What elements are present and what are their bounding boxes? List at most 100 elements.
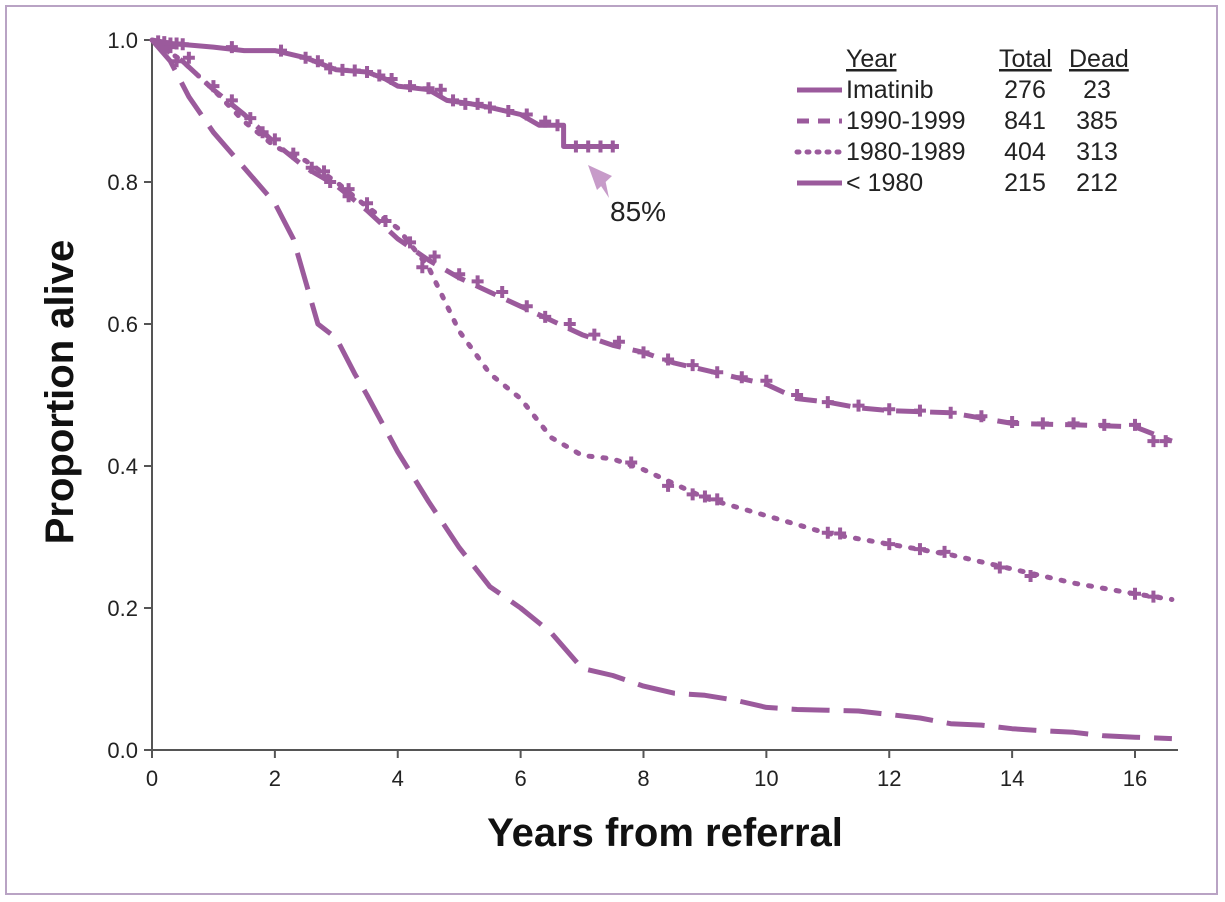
censor-mark xyxy=(883,403,896,416)
censor-mark xyxy=(416,261,429,274)
y-tick-label: 0.0 xyxy=(107,738,138,763)
censor-mark xyxy=(551,119,564,132)
censor-mark xyxy=(373,69,386,82)
censor-mark xyxy=(256,126,269,139)
censor-mark xyxy=(913,543,926,556)
censor-mark xyxy=(324,62,337,75)
censor-mark xyxy=(686,359,699,372)
censor-mark xyxy=(993,561,1006,574)
legend-year: 1990-1999 xyxy=(846,107,966,135)
censor-mark xyxy=(318,165,331,178)
censor-mark xyxy=(244,112,257,125)
y-tick-label: 0.6 xyxy=(107,312,138,337)
legend-year: 1980-1989 xyxy=(846,138,966,166)
curve-1980 xyxy=(150,38,1172,742)
legend-rows: Imatinib 276 23 1990-1999 841 385 1980-1989 404… xyxy=(794,76,1118,197)
legend: Year Total Dead Imatinib 276 23 1990-1999 84… xyxy=(794,45,1129,197)
curve-imatinib xyxy=(151,37,619,149)
censor-mark xyxy=(938,545,951,558)
legend-dead: 313 xyxy=(1076,138,1118,166)
censor-mark xyxy=(698,490,711,503)
censor-mark xyxy=(1147,435,1160,448)
curve-1990-1999 xyxy=(150,37,1173,444)
censor-mark xyxy=(1159,435,1172,448)
censor-mark xyxy=(686,488,699,501)
censor-mark xyxy=(944,406,957,419)
y-tick-label: 0.4 xyxy=(107,454,138,479)
censor-mark xyxy=(447,94,460,107)
legend-header-dead: Dead xyxy=(1069,45,1129,73)
censor-mark xyxy=(569,140,582,153)
axes xyxy=(151,40,1178,751)
censor-mark xyxy=(268,133,281,146)
censor-mark xyxy=(471,97,484,110)
censor-mark xyxy=(361,65,374,78)
censor-mark xyxy=(711,366,724,379)
figure-frame xyxy=(5,5,1218,895)
y-tick-label: 1.0 xyxy=(107,28,138,53)
censor-mark xyxy=(348,64,361,77)
x-axis-title: Years from referral xyxy=(487,811,843,855)
censor-mark xyxy=(225,94,238,107)
y-tick-label: 0.2 xyxy=(107,596,138,621)
y-axis-title: Proportion alive xyxy=(38,240,82,545)
x-tick-label: 10 xyxy=(754,766,778,791)
censor-mark xyxy=(563,318,576,330)
censor-mark xyxy=(404,236,417,249)
x-tick-label: 14 xyxy=(1000,766,1024,791)
censor-mark xyxy=(336,63,349,76)
censor-mark xyxy=(582,140,595,153)
censor-mark xyxy=(311,55,324,68)
legend-dead: 23 xyxy=(1083,76,1111,104)
censor-mark xyxy=(520,108,533,121)
legend-total: 841 xyxy=(1004,107,1046,135)
censor-mark xyxy=(428,250,441,263)
survival-curves xyxy=(149,35,1175,742)
censor-mark xyxy=(588,328,601,341)
legend-total: 404 xyxy=(1004,138,1046,166)
censor-mark xyxy=(342,183,355,196)
censor-mark xyxy=(502,105,515,117)
x-tick-label: 4 xyxy=(392,766,404,791)
censor-mark xyxy=(520,300,533,313)
censor-mark xyxy=(299,51,312,64)
censor-mark xyxy=(612,335,625,348)
censor-mark xyxy=(606,140,619,153)
censor-mark xyxy=(1067,417,1080,430)
legend-dead: 212 xyxy=(1076,169,1118,197)
annotation-arrowhead xyxy=(588,165,612,190)
axis-ticks: 0 2 4 6 8 10 12 14 16 0.0 0.2 0.4 0.6 0.8 1.0 xyxy=(107,28,1147,791)
censor-mark xyxy=(459,97,472,110)
censor-mark xyxy=(1098,418,1111,431)
y-tick-label: 0.8 xyxy=(107,170,138,195)
censor-mark xyxy=(453,268,466,281)
curve-1980-1989 xyxy=(149,37,1175,602)
censor-mark xyxy=(662,353,675,366)
x-tick-label: 12 xyxy=(877,766,901,791)
censor-mark xyxy=(852,399,865,412)
x-tick-label: 6 xyxy=(514,766,526,791)
censor-mark xyxy=(483,101,496,114)
censor-mark xyxy=(539,310,552,323)
censor-mark xyxy=(975,410,988,423)
legend-year: Imatinib xyxy=(846,76,934,104)
censor-mark xyxy=(539,115,552,128)
censor-mark xyxy=(625,456,638,469)
censor-mark xyxy=(662,479,675,492)
censor-mark xyxy=(422,82,435,95)
censor-mark xyxy=(1128,587,1141,600)
censor-mark xyxy=(711,493,724,506)
annotation: 85% xyxy=(588,165,666,227)
censor-mark xyxy=(913,404,926,417)
censor-mark xyxy=(1147,590,1160,603)
annotation-text: 85% xyxy=(610,196,666,227)
x-tick-label: 0 xyxy=(146,766,158,791)
censor-mark xyxy=(434,83,447,96)
legend-header-year: Year xyxy=(846,45,897,73)
censor-mark xyxy=(637,346,650,359)
legend-year: < 1980 xyxy=(846,169,923,197)
censor-mark xyxy=(760,374,773,387)
censor-mark xyxy=(471,275,484,288)
censor-mark xyxy=(594,140,607,153)
